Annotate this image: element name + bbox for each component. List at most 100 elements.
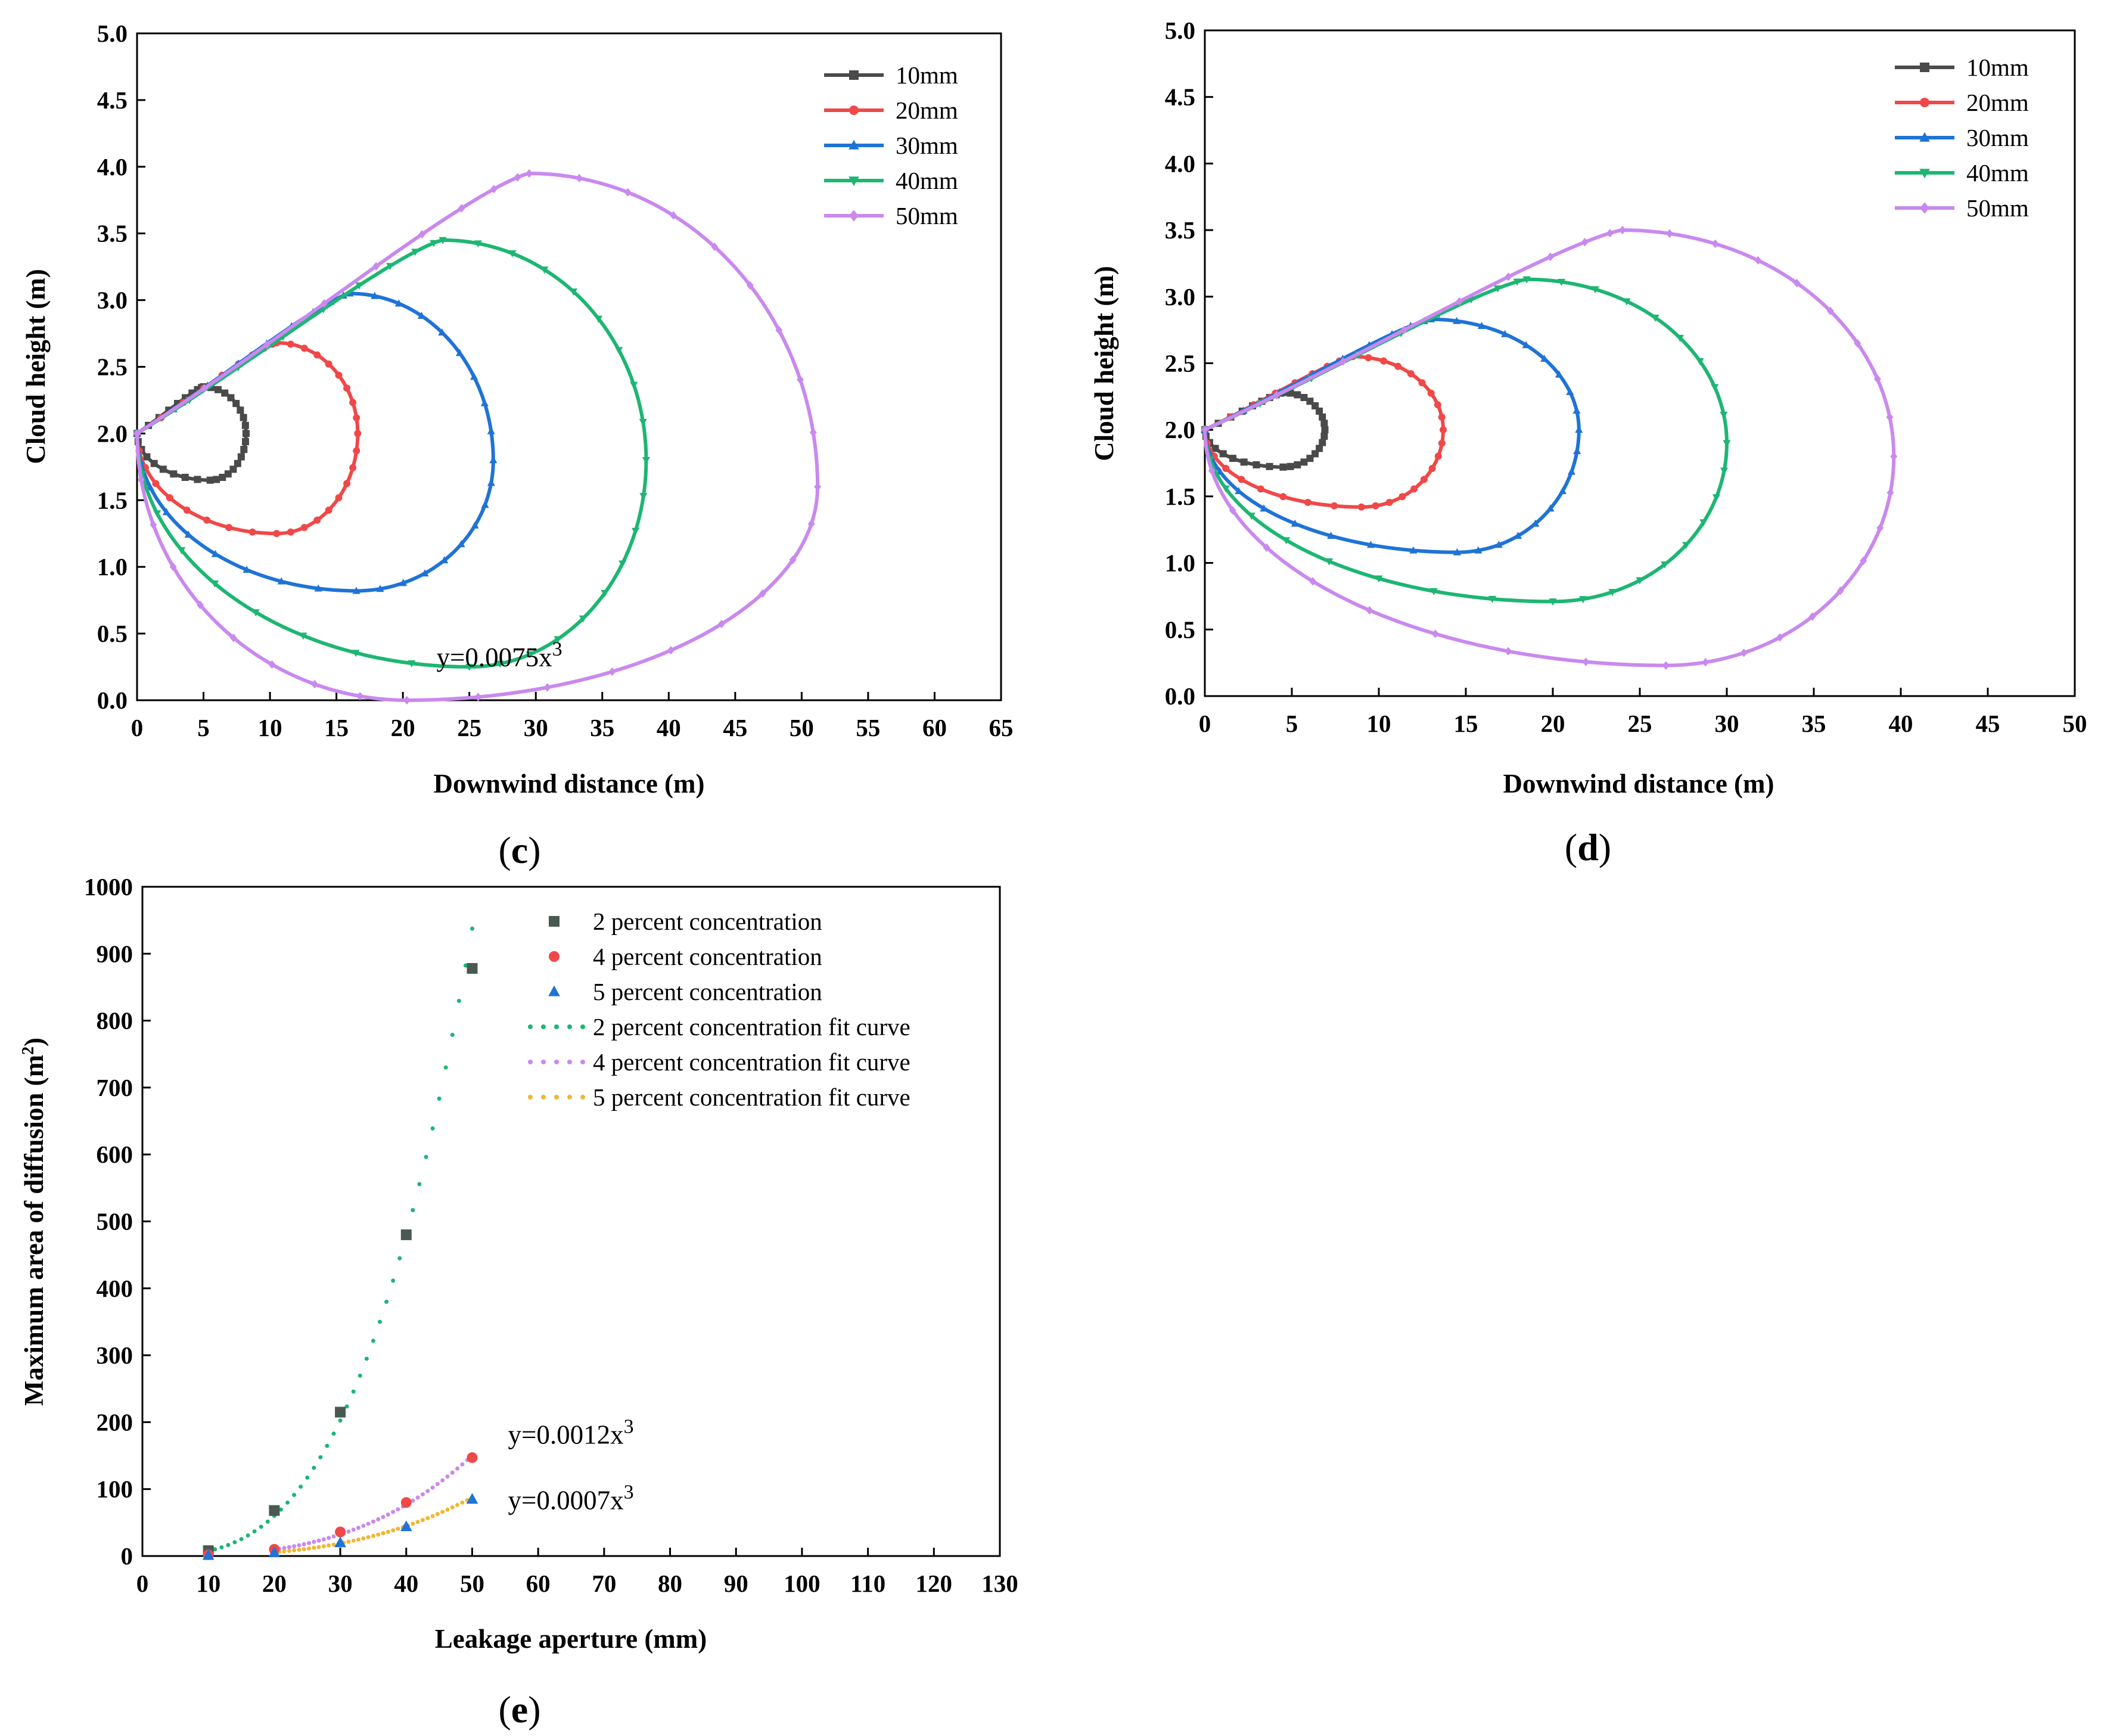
contour-marker-50mm (1201, 426, 1208, 434)
contour-marker-20mm (1438, 413, 1446, 421)
y-tick-label: 4.0 (1165, 150, 1195, 177)
legend-fit-dot-5 percent concentration fit curve (528, 1095, 533, 1100)
contour-marker-40mm (430, 240, 438, 247)
contour-marker-20mm (343, 384, 351, 392)
fit-dot-4 percent concentration fit curve (440, 1478, 445, 1483)
fit-dot-2 percent concentration fit curve (299, 1485, 303, 1489)
panel-c-caption-letter: c (511, 829, 528, 871)
contour-marker-50mm (1886, 412, 1894, 422)
fit-dot-5 percent concentration fit curve (435, 1512, 440, 1517)
contour-marker-10mm (1219, 450, 1227, 458)
contour-marker-10mm (1319, 439, 1326, 446)
contour-marker-50mm (263, 340, 271, 349)
legend-label: 40mm (1966, 159, 2029, 187)
fit-dot-4 percent concentration fit curve (430, 1485, 435, 1490)
fit-dot-5 percent concentration fit curve (450, 1505, 455, 1510)
contour-marker-40mm (408, 660, 416, 667)
contour-marker-40mm (1696, 358, 1704, 366)
contour-marker-20mm (1420, 476, 1428, 483)
fit-dot-4 percent concentration fit curve (376, 1517, 381, 1521)
contour-marker-20mm (287, 340, 294, 348)
x-tick-label: 80 (658, 1570, 682, 1597)
legend-label: 2 percent concentration (593, 908, 822, 935)
point-2 percent concentration (400, 1229, 412, 1240)
contour-marker-50mm (1740, 648, 1748, 657)
fit-dot-2 percent concentration fit curve (456, 999, 461, 1004)
x-tick-label: 10 (196, 1570, 220, 1597)
contour-marker-30mm (417, 311, 425, 319)
legend-fit-dot-4 percent concentration fit curve (528, 1060, 533, 1064)
contour-marker-10mm (1252, 461, 1260, 468)
contour-marker-50mm (1854, 338, 1861, 348)
contour-marker-20mm (287, 528, 294, 536)
panel-e-x-ticks: 0 10 20 30 40 50 60 70 80 90 100 110 120 130 (136, 1548, 1018, 1597)
fit-equation: y=0.0007x3 (508, 1482, 633, 1515)
contour-marker-30mm (1501, 330, 1509, 337)
y-tick-label: 0 (121, 1542, 133, 1570)
x-tick-label: 40 (657, 714, 681, 741)
contour-marker-40mm (251, 609, 260, 617)
panel-d-caption-letter: d (1577, 826, 1599, 868)
contour-marker-40mm (1623, 298, 1631, 306)
contour-marker-30mm (1260, 504, 1268, 512)
fit-dot-4 percent concentration fit curve (420, 1492, 425, 1497)
contour-marker-40mm (1661, 561, 1669, 569)
fit-dot-2 percent concentration fit curve (292, 1493, 297, 1498)
contour-marker-40mm (639, 493, 648, 501)
contour-marker-30mm (211, 549, 220, 557)
panel-d-series (1201, 225, 1898, 670)
contour-marker-30mm (1558, 487, 1567, 495)
contour-marker-40mm (474, 240, 482, 248)
point-5 percent concentration (268, 1546, 281, 1558)
contour-marker-30mm (243, 566, 251, 573)
fit-dot-2 percent concentration fit curve (285, 1500, 290, 1505)
legend-marker-4 percent concentration (549, 951, 560, 962)
y-tick-label: 5.0 (1165, 17, 1195, 44)
x-tick-label: 30 (328, 1570, 353, 1597)
contour-marker-20mm (1222, 464, 1230, 472)
fit-dot-5 percent concentration fit curve (327, 1543, 331, 1548)
contour-marker-40mm (153, 510, 161, 518)
contour-marker-50mm (268, 660, 276, 669)
legend-marker-50mm (1920, 202, 1929, 214)
legend-label: 20mm (1966, 89, 2029, 116)
x-tick-label: 50 (2063, 710, 2087, 737)
fit-dot-5 percent concentration fit curve (356, 1537, 361, 1542)
contour-marker-40mm (1579, 596, 1587, 604)
legend-fit-dot-5 percent concentration fit curve (541, 1095, 546, 1100)
contour-marker-10mm (1286, 462, 1294, 470)
contour-marker-20mm (1257, 485, 1264, 493)
contour-marker-10mm (240, 414, 247, 421)
y-tick-label: 3.5 (1165, 216, 1195, 244)
fit-dot-2 percent concentration fit curve (450, 1033, 455, 1038)
y-tick-label: 3.0 (1165, 283, 1195, 310)
x-tick-label: 35 (590, 714, 614, 741)
fit-dot-4 percent concentration fit curve (321, 1537, 326, 1542)
contour-marker-50mm (789, 555, 797, 564)
contour-marker-30mm (1494, 541, 1503, 548)
x-tick-label: 20 (391, 714, 415, 741)
contour-marker-10mm (1294, 461, 1301, 468)
fit-dot-4 percent concentration fit curve (306, 1541, 311, 1545)
contour-marker-50mm (543, 683, 551, 692)
panel-e-y-axis-label-main: Maximum area of diffusion (m (19, 1055, 49, 1406)
contour-marker-50mm (1662, 661, 1670, 670)
contour-marker-30mm (277, 577, 285, 585)
contour-marker-10mm (213, 476, 220, 483)
legend-fit-dot-5 percent concentration fit curve (554, 1095, 559, 1100)
contour-marker-50mm (1754, 256, 1762, 265)
contour-marker-20mm (1380, 357, 1388, 365)
contour-marker-30mm (480, 399, 489, 406)
contour-marker-40mm (569, 288, 578, 296)
contour-marker-50mm (717, 619, 725, 629)
contour-marker-50mm (1606, 228, 1614, 238)
point-2 percent concentration (269, 1505, 280, 1516)
point-5 percent concentration (466, 1493, 478, 1504)
fit-dot-2 percent concentration fit curve (417, 1182, 422, 1187)
contour-marker-20mm (349, 399, 357, 406)
contour-marker-30mm (1291, 519, 1299, 527)
contour-marker-20mm (325, 360, 332, 368)
panel-c-legend: 10mm 20mm 30mm 40mm 50mm (824, 61, 958, 229)
contour-marker-50mm (137, 475, 145, 485)
x-tick-label: 40 (1889, 710, 1913, 737)
